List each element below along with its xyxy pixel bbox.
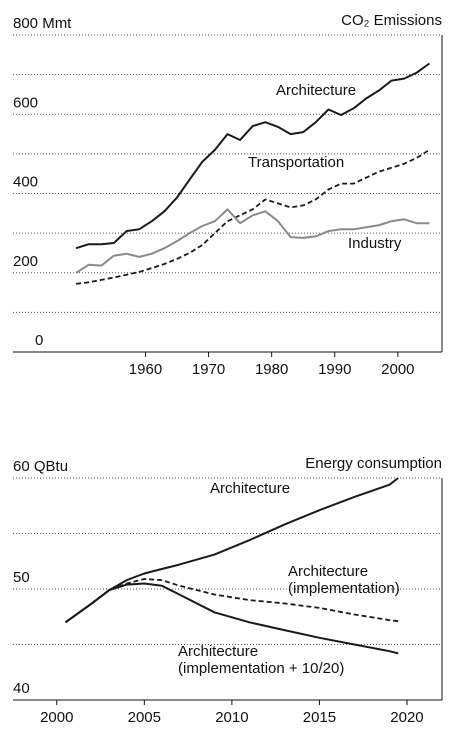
x-tick-label: 1990 (318, 361, 351, 378)
y-tick-label: 800 Mmt (13, 15, 72, 32)
x-tick-label: 2000 (381, 361, 414, 378)
series-label: Architecture (implementation + 10/20) (178, 643, 344, 677)
y-tick-label: 40 (13, 680, 30, 697)
x-tick-label: 2015 (303, 709, 336, 726)
x-tick-label: 1980 (255, 361, 288, 378)
series-line (64, 582, 399, 655)
series-line (64, 477, 399, 624)
y-tick-label: 0 (35, 332, 43, 349)
x-tick-label: 2000 (40, 709, 73, 726)
x-tick-label: 2005 (128, 709, 161, 726)
y-tick-label: 60 QBtu (13, 458, 68, 475)
x-tick-label: 2010 (215, 709, 248, 726)
x-tick-label: 1970 (192, 361, 225, 378)
chart-title: CO₂ Emissions (341, 12, 442, 29)
y-tick-label: 400 (13, 174, 38, 191)
series-line (75, 208, 430, 274)
series-label: Industry (348, 235, 402, 252)
y-tick-label: 200 (13, 253, 38, 270)
y-tick-label: 50 (13, 569, 30, 586)
y-tick-label: 600 (13, 94, 38, 111)
series-line (75, 62, 430, 250)
series-label: Architecture (276, 82, 356, 99)
series-label: Transportation (248, 154, 344, 171)
series-line (75, 149, 430, 285)
chart-title: Energy consumption (305, 455, 442, 472)
series-label: Architecture (210, 480, 290, 497)
x-tick-label: 2020 (390, 709, 423, 726)
series-label: Architecture (implementation) (288, 563, 400, 597)
x-tick-label: 1960 (129, 361, 162, 378)
